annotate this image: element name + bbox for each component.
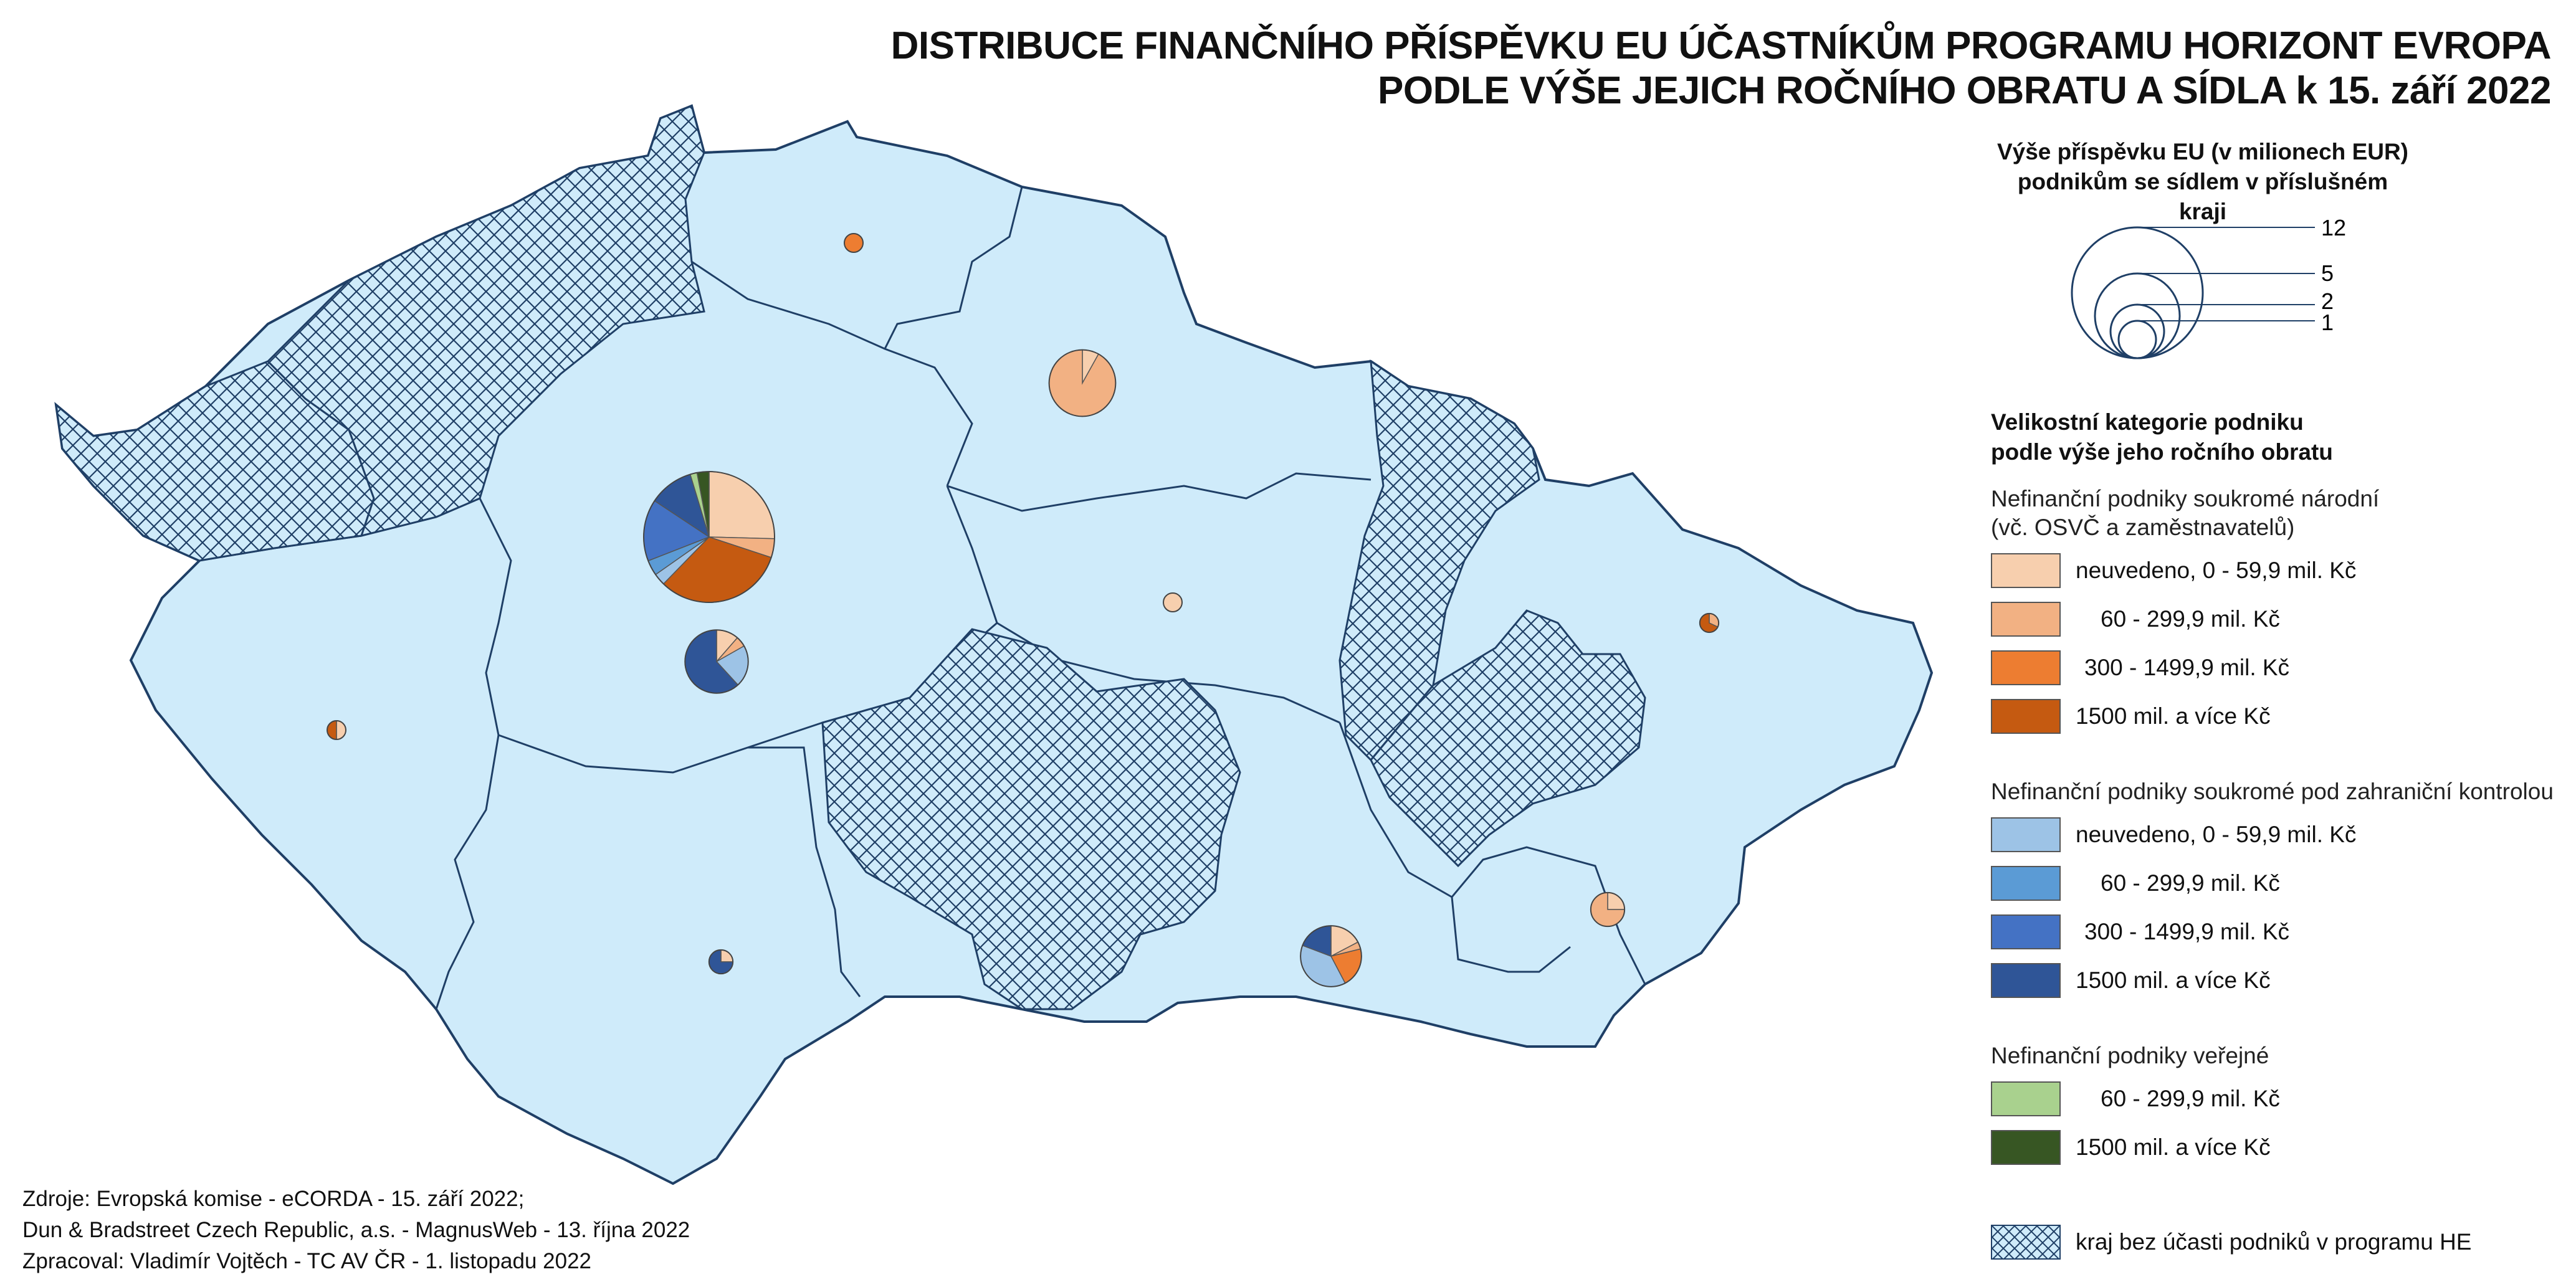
hatched-regions xyxy=(54,104,1646,1010)
pie-jihomoravsky xyxy=(1300,925,1362,987)
pie-kralovehradecky xyxy=(1048,349,1117,417)
legend-item: 60 - 299,9 mil. Kč xyxy=(1991,863,2570,903)
credit-line: Zpracoval: Vladimír Vojtěch - TC AV ČR -… xyxy=(22,1249,592,1273)
swatch xyxy=(1991,602,2061,637)
legend-item-label: 60 - 299,9 mil. Kč xyxy=(2101,1086,2280,1111)
legend-item: 1500 mil. a více Kč xyxy=(1991,1128,2570,1167)
legend-item-label: 60 - 299,9 mil. Kč xyxy=(2101,870,2280,896)
swatch xyxy=(1991,914,2061,949)
pie-zlinsky xyxy=(1590,891,1626,928)
pie-outline-zlinsky xyxy=(1590,891,1626,928)
size-label-1: 1 xyxy=(2321,310,2334,335)
legend-item: 300 - 1499,9 mil. Kč xyxy=(1991,648,2570,688)
pie-praha xyxy=(643,471,775,603)
legend-item: neuvedeno, 0 - 59,9 mil. Kč xyxy=(1991,815,2570,855)
legend-item-label: 300 - 1499,9 mil. Kč xyxy=(2084,919,2290,944)
pie-outline-olomoucky xyxy=(1699,612,1720,634)
size-label-12: 12 xyxy=(2321,215,2346,240)
pie-pardubicky xyxy=(1163,592,1183,612)
pie-outline-pardubicky xyxy=(1163,592,1183,612)
map-title-line1: DISTRIBUCE FINANČNÍHO PŘÍSPĚVKU EU ÚČAST… xyxy=(890,24,2552,67)
legend: Výše příspěvku EU (v milionech EUR) podn… xyxy=(1991,137,2570,1271)
legend-item: 1500 mil. a více Kč xyxy=(1991,696,2570,736)
ustecky-region xyxy=(266,104,705,538)
legend-item: 60 - 299,9 mil. Kč xyxy=(1991,1079,2570,1119)
swatch xyxy=(1991,1130,2061,1165)
legend-item: 300 - 1499,9 mil. Kč xyxy=(1991,912,2570,952)
category-heading-1: Velikostní kategorie podniku xyxy=(1991,409,2304,435)
pie-outline-praha xyxy=(643,471,775,603)
swatch xyxy=(1991,553,2061,588)
legend-item: 1500 mil. a více Kč xyxy=(1991,961,2570,1000)
group-national-subtitle: (vč. OSVČ a zaměstnavatelů) xyxy=(1991,515,2295,540)
legend-item-label: 1500 mil. a více Kč xyxy=(2076,967,2271,993)
size-label-2: 2 xyxy=(2321,288,2334,314)
size-label-5: 5 xyxy=(2321,260,2334,286)
pie-outline-jihomoravsky xyxy=(1300,925,1362,987)
size-legend: 12 5 2 1 xyxy=(2071,215,2346,359)
legend-item: 60 - 299,9 mil. Kč xyxy=(1991,599,2570,639)
size-legend-heading-1: Výše příspěvku EU (v milionech EUR) xyxy=(1996,139,2409,164)
pie-outline-stredocesky xyxy=(684,629,749,694)
vysocina-region xyxy=(821,628,1241,1010)
hatch-swatch xyxy=(1991,1225,2061,1260)
legend-item-label: 1500 mil. a více Kč xyxy=(2076,1134,2271,1160)
group-national-title: Nefinanční podniky soukromé národní xyxy=(1991,486,2380,511)
credit-line: Dun & Bradstreet Czech Republic, a.s. - … xyxy=(22,1218,690,1242)
pie-plzensky xyxy=(327,720,346,740)
pie-stredocesky xyxy=(684,629,749,694)
swatch xyxy=(1991,699,2061,734)
legend-item: neuvedeno, 0 - 59,9 mil. Kč xyxy=(1991,551,2570,591)
category-heading-2: podle výše jeho ročního obratu xyxy=(1991,439,2333,465)
swatch xyxy=(1991,817,2061,852)
credits: Zdroje: Evropská komise - eCORDA - 15. z… xyxy=(22,1184,690,1277)
legend-item-label: neuvedeno, 0 - 59,9 mil. Kč xyxy=(2076,822,2357,847)
pie-outline-plzensky xyxy=(327,720,346,740)
legend-item-label: kraj bez účasti podniků v programu HE xyxy=(2076,1229,2472,1255)
legend-item-hatch: kraj bez účasti podniků v programu HE xyxy=(1991,1222,2570,1262)
olomoucky-south xyxy=(1370,609,1646,868)
map-title-line2: PODLE VÝŠE JEJICH ROČNÍHO OBRATU A SÍDLA… xyxy=(1377,69,2552,112)
pie-outline-kralovehradecky xyxy=(1048,349,1117,417)
map-canvas xyxy=(54,104,1934,1185)
pie-olomoucky xyxy=(1699,612,1720,634)
swatch xyxy=(1991,866,2061,901)
legend-item-label: 1500 mil. a více Kč xyxy=(2076,703,2271,729)
pie-charts xyxy=(327,233,1720,987)
group-public-title: Nefinanční podniky veřejné xyxy=(1991,1043,2269,1068)
size-legend-heading-2: podnikům se sídlem v příslušném kraji xyxy=(2017,169,2388,224)
pie-outline-liberecky xyxy=(844,233,864,253)
swatch xyxy=(1991,650,2061,685)
swatch xyxy=(1991,963,2061,998)
legend-item-label: 300 - 1499,9 mil. Kč xyxy=(2084,655,2290,680)
group-foreign-title: Nefinanční podniky soukromé pod zahranič… xyxy=(1991,779,2554,804)
swatch xyxy=(1991,1081,2061,1116)
legend-item-label: 60 - 299,9 mil. Kč xyxy=(2101,606,2280,632)
legend-item-label: neuvedeno, 0 - 59,9 mil. Kč xyxy=(2076,558,2357,583)
pie-outline-jihocesky xyxy=(708,949,734,975)
credit-line: Zdroje: Evropská komise - eCORDA - 15. z… xyxy=(22,1187,525,1211)
pie-jihocesky xyxy=(708,949,734,975)
pie-liberecky xyxy=(844,233,864,253)
